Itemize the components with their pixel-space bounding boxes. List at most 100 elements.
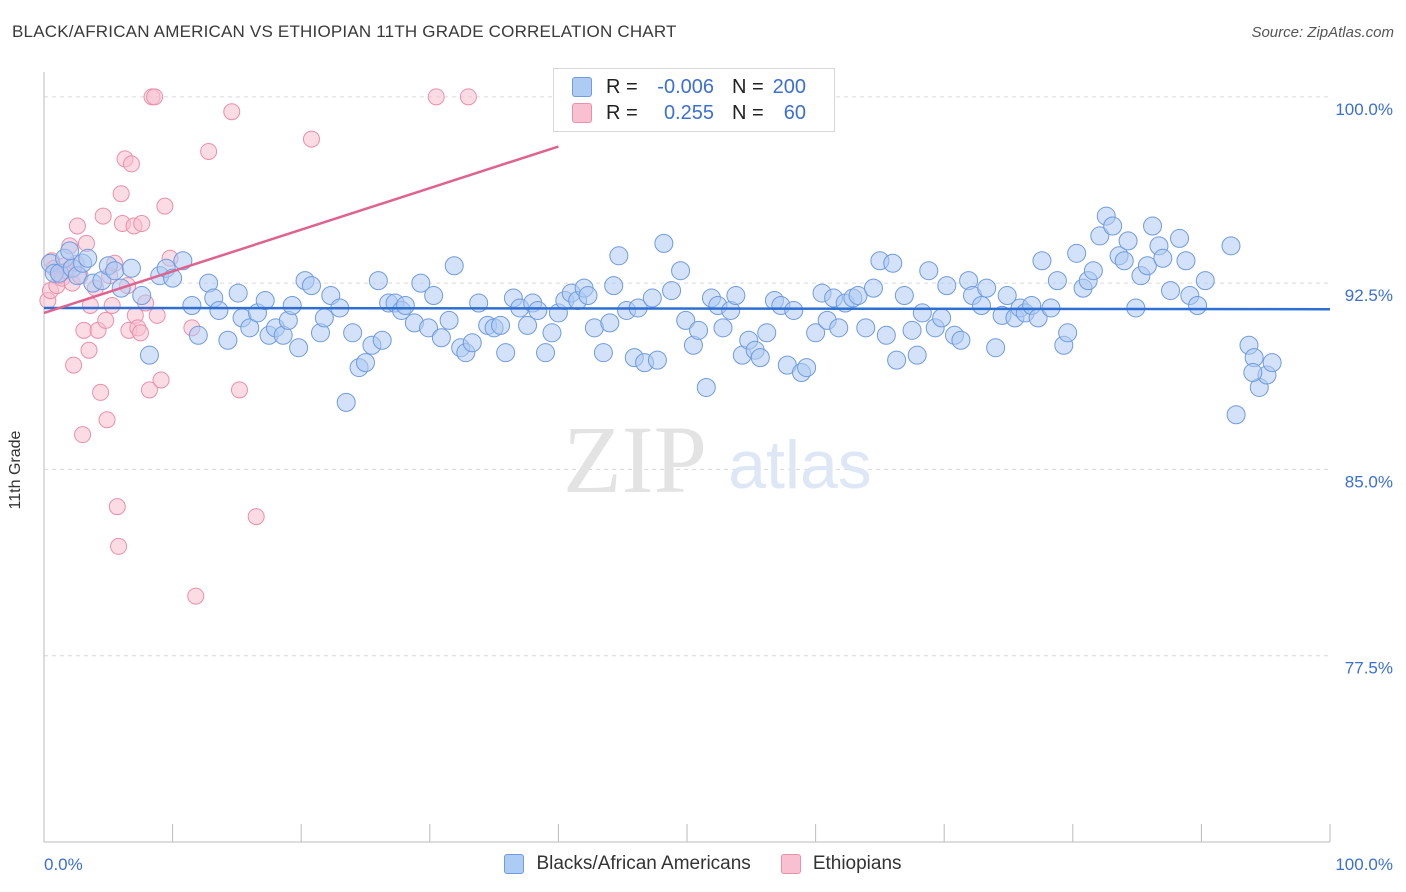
gridlines bbox=[44, 96, 1330, 657]
blacks-point bbox=[301, 276, 321, 296]
legend-item-ethiopians[interactable]: Ethiopians bbox=[780, 853, 902, 875]
blacks-point bbox=[343, 323, 363, 343]
blacks-point bbox=[883, 253, 903, 273]
blacks-point bbox=[209, 300, 229, 320]
blacks-point bbox=[188, 325, 208, 345]
blacks-point bbox=[1047, 271, 1067, 291]
legend-swatch-blacks bbox=[504, 854, 525, 874]
blacks-point bbox=[1170, 228, 1190, 248]
blacks-point bbox=[542, 323, 562, 343]
blacks-point bbox=[894, 286, 914, 306]
blacks-point bbox=[444, 256, 464, 276]
blacks-point bbox=[937, 276, 957, 296]
blacks-point bbox=[642, 288, 662, 308]
ethiopians-point bbox=[459, 88, 477, 106]
blacks-point bbox=[439, 310, 459, 330]
ethiopians-point bbox=[200, 142, 218, 160]
ethiopians-points bbox=[39, 88, 477, 605]
blacks-point bbox=[1083, 261, 1103, 281]
ethiopians-point bbox=[156, 197, 174, 215]
blacks-point bbox=[1143, 216, 1163, 236]
blacks-point bbox=[689, 320, 709, 340]
legend-swatch-blacks bbox=[572, 77, 592, 97]
blacks-point bbox=[848, 286, 868, 306]
ethiopians-point bbox=[110, 537, 128, 555]
blacks-point bbox=[757, 323, 777, 343]
blacks-point bbox=[912, 303, 932, 323]
blacks-point bbox=[1243, 363, 1263, 383]
blacks-point bbox=[105, 261, 125, 281]
blacks-point bbox=[368, 271, 388, 291]
ethiopians-point bbox=[427, 88, 445, 106]
ethiopians-point bbox=[97, 311, 115, 329]
blacks-point bbox=[907, 345, 927, 365]
blacks-trend-line bbox=[43, 306, 1331, 311]
tick-labels: 77.5% 85.0% 92.5% 100.0% 0.0% 100.0% bbox=[44, 100, 1393, 874]
blacks-point bbox=[593, 343, 613, 363]
ethiopians-point bbox=[75, 321, 93, 339]
y-tick-label: 85.0% bbox=[1345, 472, 1393, 491]
ethiopians-point bbox=[94, 207, 112, 225]
blacks-point bbox=[240, 318, 260, 338]
blacks-point bbox=[863, 278, 883, 298]
blacks-point bbox=[806, 323, 826, 343]
blacks-point bbox=[121, 258, 141, 278]
ethiopians-point bbox=[112, 185, 130, 203]
ethiopians-point bbox=[92, 383, 110, 401]
legend-n-value: 60 bbox=[783, 101, 806, 124]
source-credit: Source: ZipAtlas.com bbox=[1251, 24, 1394, 41]
blacks-point bbox=[289, 338, 309, 358]
ethiopians-point bbox=[131, 324, 149, 342]
blacks-point bbox=[654, 233, 674, 253]
legend-label-ethiopians: Ethiopians bbox=[812, 853, 902, 874]
blacks-point bbox=[462, 333, 482, 353]
legend-n-label: N = bbox=[732, 75, 764, 98]
blacks-point bbox=[1161, 281, 1181, 301]
axes bbox=[43, 72, 1331, 843]
blacks-point bbox=[372, 330, 392, 350]
blacks-point bbox=[132, 286, 152, 306]
ethiopians-point bbox=[122, 155, 140, 173]
blacks-point bbox=[671, 261, 691, 281]
legend-label-blacks: Blacks/African Americans bbox=[536, 853, 751, 874]
blacks-point bbox=[411, 273, 431, 293]
blacks-point bbox=[518, 315, 538, 335]
ethiopians-point bbox=[230, 381, 248, 399]
legend-r-value: 0.255 bbox=[663, 101, 714, 124]
legend-item-blacks[interactable]: Blacks/African Americans bbox=[504, 853, 751, 875]
ethiopians-point bbox=[247, 508, 265, 526]
blacks-point bbox=[182, 295, 202, 315]
blacks-point bbox=[78, 248, 98, 268]
blacks-point bbox=[829, 318, 849, 338]
ethiopians-point bbox=[68, 217, 86, 235]
blacks-points bbox=[40, 206, 1282, 425]
blacks-point bbox=[419, 318, 439, 338]
blacks-point bbox=[1195, 271, 1215, 291]
y-tick-label: 92.5% bbox=[1345, 286, 1393, 305]
y-tick-label: 100.0% bbox=[1335, 100, 1393, 119]
blacks-point bbox=[1221, 236, 1241, 256]
blacks-point bbox=[139, 345, 159, 365]
blacks-point bbox=[536, 343, 556, 363]
ethiopians-point bbox=[148, 306, 166, 324]
ethiopians-point bbox=[103, 296, 121, 314]
blacks-point bbox=[228, 283, 248, 303]
blacks-point bbox=[750, 348, 770, 368]
blacks-point bbox=[713, 318, 733, 338]
blacks-point bbox=[662, 281, 682, 301]
blacks-point bbox=[1058, 323, 1078, 343]
trend-lines bbox=[43, 145, 1331, 315]
ethiopians-point bbox=[187, 587, 205, 605]
blacks-point bbox=[424, 286, 444, 306]
ethiopians-point bbox=[74, 426, 92, 444]
blacks-point bbox=[932, 308, 952, 328]
blacks-point bbox=[797, 358, 817, 378]
blacks-point bbox=[528, 300, 548, 320]
blacks-point bbox=[1226, 405, 1246, 425]
watermark-atlas: atlas bbox=[728, 427, 872, 503]
blacks-point bbox=[395, 295, 415, 315]
blacks-point bbox=[1103, 216, 1123, 236]
watermark-zip: ZIP bbox=[563, 406, 707, 513]
blacks-point bbox=[609, 246, 629, 266]
